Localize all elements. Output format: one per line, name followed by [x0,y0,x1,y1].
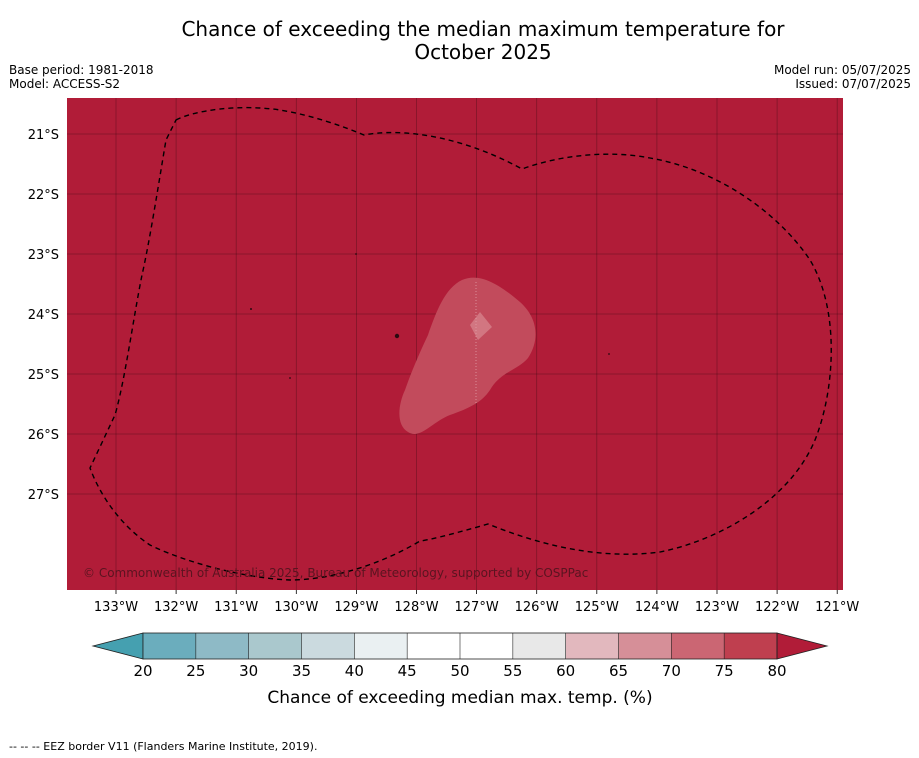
latitude-label: 26°S [28,428,59,443]
issued-text: Issued: 07/07/2025 [795,77,911,91]
colorbar-tick-label: 20 [133,662,152,680]
longitude-label: 133°W [94,600,138,615]
colorbar-tick-label: 35 [292,662,311,680]
latitude-label: 24°S [28,308,59,323]
latitude-label: 21°S [28,128,59,143]
colorbar-tick-label: 40 [345,662,364,680]
latitude-label: 27°S [28,488,59,503]
eez-border [89,106,832,581]
colorbar-tick-label: 65 [609,662,628,680]
colorbar-cell [248,633,302,659]
longitude-ticks [115,590,838,594]
colorbar-cell [301,633,355,659]
colorbar-cells [143,633,778,659]
colorbar-cell [671,633,725,659]
longitude-label: 125°W [575,600,619,615]
colorbar-cell [565,633,619,659]
colorbar-tick-label: 50 [450,662,469,680]
longitude-label: 126°W [515,600,559,615]
probability-region-65-70 [470,312,492,340]
colorbar-cell [143,633,197,659]
metadata-left: Base period: 1981-2018 Model: ACCESS-S2 [9,63,154,91]
island-marker [394,333,400,339]
colorbar-tick-label: 55 [503,662,522,680]
colorbar-under-arrow [91,632,144,660]
colorbar-cell [460,633,514,659]
colorbar-cell [618,633,672,659]
colorbar-tick-label: 60 [556,662,575,680]
colorbar-cell [354,633,408,659]
footer-note: -- -- -- EEZ border V11 (Flanders Marine… [9,740,318,753]
colorbar-over-arrow [776,632,829,660]
colorbar-tick-label: 45 [398,662,417,680]
latitude-label: 22°S [28,188,59,203]
latitude-label: 23°S [28,248,59,263]
colorbar-tick-label: 25 [186,662,205,680]
model-run-text: Model run: 05/07/2025 [773,63,911,77]
model-text: Model: ACCESS-S2 [9,77,121,91]
island-markers [250,253,610,379]
island-marker [355,253,357,255]
metadata-right: Model run: 05/07/2025 Issued: 07/07/2025 [774,63,911,91]
colorbar-label: Chance of exceeding median max. temp. (%… [267,688,652,708]
longitude-label: 128°W [394,600,438,615]
latitude-label: 25°S [28,368,59,383]
colorbar-cell [407,633,461,659]
colorbar-tick-labels: 20 25 30 35 40 45 50 55 60 65 70 75 80 [133,662,786,680]
longitude-label: 129°W [334,600,378,615]
colorbar-tick-label: 30 [239,662,258,680]
longitude-label: 122°W [755,600,799,615]
colorbar-tick-label: 75 [715,662,734,680]
colorbar-cell [724,633,778,659]
latitude-labels: 21°S 22°S 23°S 24°S 25°S 26°S 27°S [28,128,59,503]
copyright-text: © Commonwealth of Australia 2025, Bureau… [83,566,588,580]
longitude-label: 127°W [455,600,499,615]
colorbar-frame [142,632,778,660]
chart-title: Chance of exceeding the median maximum t… [0,18,919,64]
island-marker [289,377,291,379]
probability-region-70-75 [399,277,536,435]
title-line-2: October 2025 [414,40,552,64]
longitude-label: 121°W [815,600,859,615]
colorbar: 20 25 30 35 40 45 50 55 60 65 70 75 80 Chance of exc… [91,632,829,708]
colorbar-cell [512,633,566,659]
longitude-label: 130°W [274,600,318,615]
longitude-labels: 133°W 132°W 131°W 130°W 129°W 128°W 127°W 126°W… [94,600,860,615]
colorbar-tick-label: 70 [662,662,681,680]
island-marker [250,308,252,310]
longitude-label: 131°W [214,600,258,615]
colorbar-tick-label: 80 [767,662,786,680]
island-marker [608,353,610,355]
base-period-text: Base period: 1981-2018 [9,63,154,77]
title-line-1: Chance of exceeding the median maximum t… [181,17,785,41]
colorbar-cell [195,633,249,659]
longitude-label: 123°W [695,600,739,615]
longitude-label: 124°W [635,600,679,615]
longitude-label: 132°W [154,600,198,615]
